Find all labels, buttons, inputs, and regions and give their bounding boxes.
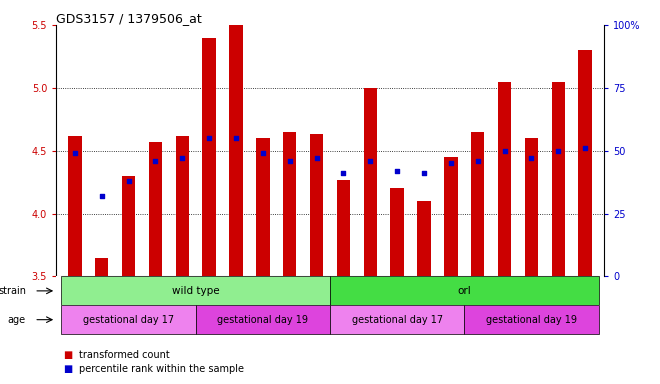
Bar bbox=[68, 136, 82, 276]
Text: percentile rank within the sample: percentile rank within the sample bbox=[79, 364, 244, 374]
Bar bbox=[391, 189, 404, 276]
Point bbox=[392, 168, 403, 174]
Bar bbox=[310, 134, 323, 276]
Bar bbox=[256, 138, 269, 276]
Point bbox=[284, 158, 295, 164]
Bar bbox=[578, 50, 592, 276]
Text: orl: orl bbox=[457, 286, 471, 296]
Point bbox=[526, 155, 537, 161]
Point bbox=[204, 135, 214, 141]
Bar bbox=[283, 132, 296, 276]
Text: gestational day 19: gestational day 19 bbox=[486, 314, 577, 325]
Bar bbox=[203, 38, 216, 276]
Text: ■: ■ bbox=[63, 350, 72, 360]
Bar bbox=[176, 136, 189, 276]
Text: wild type: wild type bbox=[172, 286, 220, 296]
Point bbox=[257, 150, 268, 156]
Bar bbox=[330, 276, 599, 305]
Bar bbox=[148, 142, 162, 276]
Bar bbox=[364, 88, 377, 276]
Text: transformed count: transformed count bbox=[79, 350, 170, 360]
Point bbox=[177, 155, 187, 161]
Bar bbox=[444, 157, 457, 276]
Bar bbox=[330, 305, 464, 334]
Point bbox=[338, 170, 348, 176]
Text: GDS3157 / 1379506_at: GDS3157 / 1379506_at bbox=[56, 12, 202, 25]
Point bbox=[446, 160, 456, 166]
Point bbox=[231, 135, 242, 141]
Bar bbox=[61, 305, 196, 334]
Bar bbox=[552, 81, 565, 276]
Bar bbox=[229, 25, 243, 276]
Text: ■: ■ bbox=[63, 364, 72, 374]
Point bbox=[473, 158, 483, 164]
Text: strain: strain bbox=[0, 286, 26, 296]
Point bbox=[580, 145, 591, 151]
Bar bbox=[525, 138, 538, 276]
Bar bbox=[95, 258, 108, 276]
Point bbox=[96, 193, 107, 199]
Bar bbox=[61, 276, 330, 305]
Bar bbox=[471, 132, 484, 276]
Text: gestational day 19: gestational day 19 bbox=[217, 314, 308, 325]
Point bbox=[365, 158, 376, 164]
Bar bbox=[337, 180, 350, 276]
Point bbox=[499, 147, 510, 154]
Point bbox=[553, 147, 564, 154]
Bar bbox=[464, 305, 599, 334]
Point bbox=[418, 170, 429, 176]
Bar bbox=[498, 81, 512, 276]
Point bbox=[123, 178, 134, 184]
Text: age: age bbox=[8, 314, 26, 325]
Text: gestational day 17: gestational day 17 bbox=[352, 314, 443, 325]
Bar bbox=[196, 305, 330, 334]
Text: gestational day 17: gestational day 17 bbox=[83, 314, 174, 325]
Point bbox=[69, 150, 80, 156]
Point bbox=[150, 158, 161, 164]
Point bbox=[312, 155, 322, 161]
Bar bbox=[122, 176, 135, 276]
Bar bbox=[417, 201, 431, 276]
